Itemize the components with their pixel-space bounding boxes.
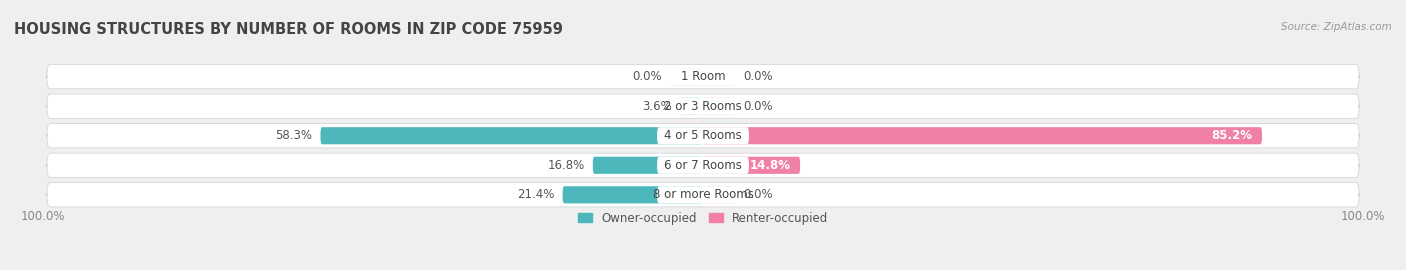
Text: 0.0%: 0.0%: [744, 100, 773, 113]
FancyBboxPatch shape: [657, 127, 749, 144]
Text: 0.0%: 0.0%: [744, 70, 773, 83]
Text: 21.4%: 21.4%: [517, 188, 555, 201]
Text: 58.3%: 58.3%: [276, 129, 312, 142]
FancyBboxPatch shape: [703, 98, 735, 115]
Text: 0.0%: 0.0%: [744, 188, 773, 201]
Text: 8 or more Rooms: 8 or more Rooms: [652, 188, 754, 201]
Text: 2 or 3 Rooms: 2 or 3 Rooms: [664, 100, 742, 113]
Text: 14.8%: 14.8%: [749, 159, 790, 172]
FancyBboxPatch shape: [46, 65, 1360, 89]
FancyBboxPatch shape: [46, 94, 1360, 118]
FancyBboxPatch shape: [562, 186, 703, 203]
Text: 3.6%: 3.6%: [641, 100, 672, 113]
Text: Source: ZipAtlas.com: Source: ZipAtlas.com: [1281, 22, 1392, 32]
FancyBboxPatch shape: [657, 186, 749, 203]
FancyBboxPatch shape: [703, 127, 1263, 144]
FancyBboxPatch shape: [46, 124, 1360, 148]
Text: 1 Room: 1 Room: [681, 70, 725, 83]
Text: 16.8%: 16.8%: [548, 159, 585, 172]
FancyBboxPatch shape: [703, 157, 800, 174]
Legend: Owner-occupied, Renter-occupied: Owner-occupied, Renter-occupied: [572, 207, 834, 229]
Text: 100.0%: 100.0%: [1341, 210, 1385, 222]
FancyBboxPatch shape: [657, 98, 749, 115]
FancyBboxPatch shape: [46, 153, 1360, 177]
Text: 100.0%: 100.0%: [21, 210, 65, 222]
FancyBboxPatch shape: [321, 127, 703, 144]
FancyBboxPatch shape: [46, 183, 1360, 207]
Text: HOUSING STRUCTURES BY NUMBER OF ROOMS IN ZIP CODE 75959: HOUSING STRUCTURES BY NUMBER OF ROOMS IN…: [14, 22, 562, 37]
FancyBboxPatch shape: [703, 186, 735, 203]
Text: 4 or 5 Rooms: 4 or 5 Rooms: [664, 129, 742, 142]
FancyBboxPatch shape: [657, 68, 749, 85]
FancyBboxPatch shape: [671, 68, 703, 85]
FancyBboxPatch shape: [679, 98, 703, 115]
FancyBboxPatch shape: [657, 157, 749, 174]
Text: 85.2%: 85.2%: [1211, 129, 1253, 142]
Text: 6 or 7 Rooms: 6 or 7 Rooms: [664, 159, 742, 172]
Text: 0.0%: 0.0%: [633, 70, 662, 83]
FancyBboxPatch shape: [593, 157, 703, 174]
FancyBboxPatch shape: [703, 68, 735, 85]
